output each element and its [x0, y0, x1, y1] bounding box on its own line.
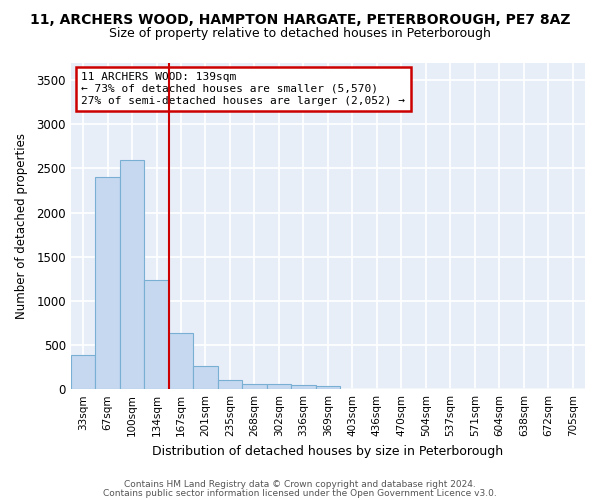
X-axis label: Distribution of detached houses by size in Peterborough: Distribution of detached houses by size … [152, 444, 503, 458]
Bar [95, 178, 120, 389]
Text: Contains HM Land Registry data © Crown copyright and database right 2024.: Contains HM Land Registry data © Crown c… [124, 480, 476, 489]
Text: 11, ARCHERS WOOD, HAMPTON HARGATE, PETERBOROUGH, PE7 8AZ: 11, ARCHERS WOOD, HAMPTON HARGATE, PETER… [30, 12, 570, 26]
Bar [120, 160, 144, 389]
Bar [169, 332, 193, 389]
Text: 11 ARCHERS WOOD: 139sqm
← 73% of detached houses are smaller (5,570)
27% of semi: 11 ARCHERS WOOD: 139sqm ← 73% of detache… [81, 72, 405, 106]
Bar [71, 354, 95, 389]
Y-axis label: Number of detached properties: Number of detached properties [15, 133, 28, 319]
Text: Size of property relative to detached houses in Peterborough: Size of property relative to detached ho… [109, 28, 491, 40]
Bar [242, 384, 266, 389]
Bar [291, 385, 316, 389]
Bar [316, 386, 340, 389]
Bar [193, 366, 218, 389]
Bar [144, 280, 169, 389]
Bar [266, 384, 291, 389]
Text: Contains public sector information licensed under the Open Government Licence v3: Contains public sector information licen… [103, 488, 497, 498]
Bar [218, 380, 242, 389]
